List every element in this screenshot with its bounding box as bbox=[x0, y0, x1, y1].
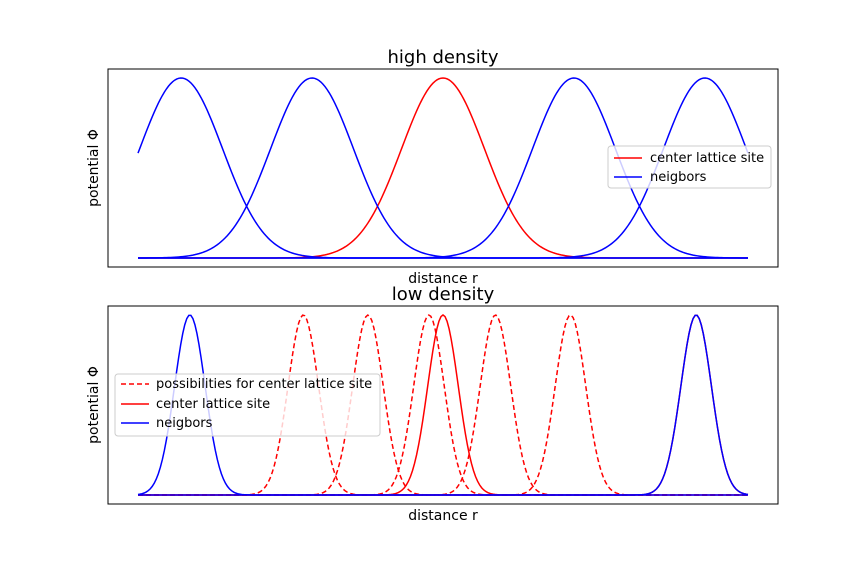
legend-box-high-density bbox=[607, 145, 772, 189]
legend-label-neigbors-low: neigbors bbox=[156, 416, 213, 431]
legend-low-density: possibilities for center lattice site ce… bbox=[114, 373, 381, 437]
chart-title-high-density: high density bbox=[388, 47, 499, 68]
legend-box-low-density bbox=[114, 373, 381, 437]
legend-label-center-lattice-site: center lattice site bbox=[650, 151, 764, 166]
curves-high-density bbox=[137, 77, 749, 259]
legend-label-center-lattice-site-low: center lattice site bbox=[156, 397, 270, 412]
chart-title-low-density: low density bbox=[392, 284, 495, 305]
curves-low-density bbox=[137, 314, 749, 496]
legend-label-possibilities: possibilities for center lattice site bbox=[156, 377, 372, 392]
plot-frame-high-density bbox=[107, 68, 779, 268]
y-axis-label-high-density: potential Φ bbox=[86, 129, 102, 207]
x-axis-label-high-density: distance r bbox=[408, 271, 478, 287]
series-2-curve-1 bbox=[138, 314, 749, 496]
y-axis-label-low-density: potential Φ bbox=[86, 366, 102, 444]
series-1-curve-3 bbox=[138, 77, 749, 259]
panel-low-density: low density distance r potential Φ possi… bbox=[86, 284, 779, 524]
legend-label-neigbors: neigbors bbox=[650, 170, 707, 185]
x-axis-label-low-density: distance r bbox=[408, 508, 478, 524]
panel-high-density: high density distance r potential Φ cent… bbox=[86, 47, 779, 287]
plot-frame-low-density bbox=[107, 305, 779, 505]
legend-high-density: center lattice site neigbors bbox=[607, 145, 772, 189]
